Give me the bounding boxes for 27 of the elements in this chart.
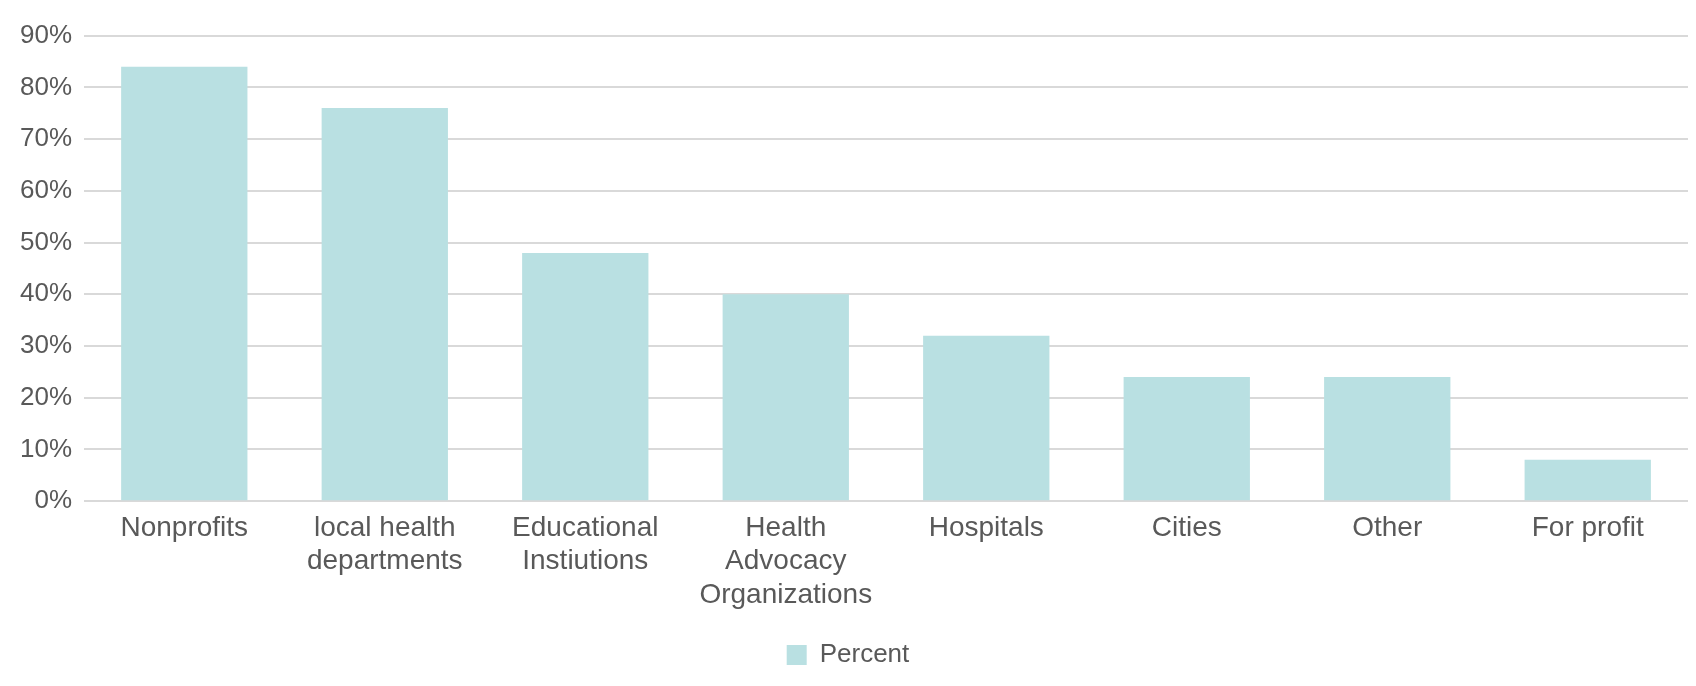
bar	[722, 294, 849, 501]
x-tick-label: For profit	[1531, 510, 1644, 542]
y-tick-label: 40%	[19, 277, 73, 308]
bar	[1524, 459, 1651, 501]
y-tick-label: 50%	[19, 225, 73, 256]
y-tick-label: 20%	[19, 380, 73, 411]
y-tick-label: 60%	[19, 173, 73, 204]
y-tick-label: 30%	[19, 329, 73, 360]
y-tick-label: 10%	[19, 432, 73, 463]
y-tick-label: 80%	[19, 70, 73, 101]
bar	[1324, 377, 1451, 501]
x-tick-label: Hospitals	[928, 510, 1044, 542]
bar	[923, 335, 1050, 501]
x-tick-label: local health departments	[306, 510, 463, 576]
x-tick-label: Other	[1352, 510, 1423, 542]
bar	[321, 108, 448, 501]
y-tick-label: 90%	[19, 18, 73, 49]
x-tick-label: Health Advocacy Organizations	[699, 510, 873, 609]
y-tick-label: 70%	[19, 122, 73, 153]
x-tick-label: Educational Instiutions	[512, 510, 659, 576]
legend-label: Percent	[819, 638, 911, 669]
bar	[1123, 377, 1250, 501]
bar	[121, 66, 248, 501]
x-tick-label: Cities	[1151, 510, 1222, 542]
bar	[522, 252, 649, 501]
y-tick-label: 0%	[34, 484, 73, 515]
x-tick-label: Nonprofits	[120, 510, 249, 542]
